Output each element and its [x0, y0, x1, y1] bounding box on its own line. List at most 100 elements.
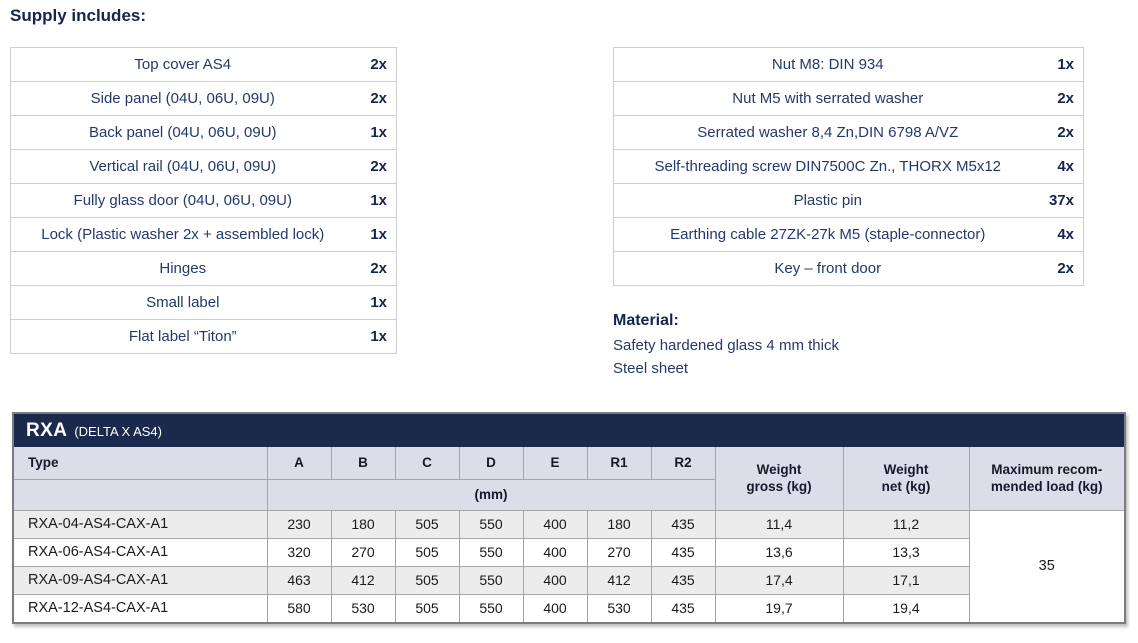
supply-item: Small label [10, 285, 351, 320]
spec-cell-dim: 550 [458, 565, 524, 595]
spec-cell-type: RXA-09-AS4-CAX-A1 [13, 565, 268, 595]
spec-cell-type: RXA-04-AS4-CAX-A1 [13, 509, 268, 539]
supply-item: Fully glass door (04U, 06U, 09U) [10, 183, 351, 218]
spec-cell-dim: 530 [586, 593, 652, 623]
spec-cell-dim: 180 [586, 509, 652, 539]
weight-gross-line1: Weight [756, 462, 802, 478]
supply-item: Key – front door [613, 251, 1038, 286]
spec-cell-dim: 400 [522, 593, 588, 623]
spec-cell-net: 13,3 [842, 537, 970, 567]
material-heading: Material: [613, 312, 679, 329]
supply-qty: 2x [1037, 115, 1084, 150]
supply-item: Hinges [10, 251, 351, 286]
supply-qty: 2x [350, 149, 397, 184]
supply-qty: 1x [350, 183, 397, 218]
spec-col-dim: E [522, 446, 588, 480]
spec-data-row: RXA-04-AS4-CAX-A1 230 180 505 550 400 18… [13, 509, 1125, 623]
spec-cell-dim: 320 [266, 537, 332, 567]
supply-row: Flat label “Titon” 1x [10, 319, 397, 354]
spec-col-type: Type [13, 446, 268, 480]
spec-title-bar: RXA (DELTA X AS4) [14, 414, 1124, 447]
supply-row: Key – front door 2x [613, 251, 1084, 286]
supply-row: Vertical rail (04U, 06U, 09U) 2x [10, 149, 397, 184]
spec-cell-dim: 505 [394, 537, 460, 567]
material-line: Safety hardened glass 4 mm thick [613, 337, 839, 354]
spec-cell-gross: 11,4 [714, 509, 844, 539]
supply-item: Plastic pin [613, 183, 1038, 218]
supply-item: Side panel (04U, 06U, 09U) [10, 81, 351, 116]
supply-row: Nut M5 with serrated washer 2x [613, 81, 1084, 116]
spec-cell-dim: 412 [330, 565, 396, 595]
spec-cell-max-load: 35 [968, 509, 1125, 623]
spec-cell-type: RXA-06-AS4-CAX-A1 [13, 537, 268, 567]
spec-cell-dim: 270 [586, 537, 652, 567]
supply-qty: 1x [350, 285, 397, 320]
spec-subtitle: (DELTA X AS4) [74, 424, 162, 439]
spec-cell-dim: 435 [650, 565, 716, 595]
supply-qty: 1x [1057, 56, 1074, 73]
spec-cell-net: 17,1 [842, 565, 970, 595]
spec-cell-dim: 550 [458, 537, 524, 567]
weight-net-line1: Weight [883, 462, 929, 478]
supply-includes-heading: Supply includes: [10, 6, 147, 25]
spec-cell-dim: 270 [330, 537, 396, 567]
supply-row: Plastic pin 37x [613, 183, 1084, 218]
supply-item: Earthing cable 27ZK-27k M5 (staple-conne… [613, 217, 1038, 252]
supply-row: Back panel (04U, 06U, 09U) 1x [10, 115, 397, 150]
material-line: Steel sheet [613, 360, 689, 377]
spec-cell-type: RXA-12-AS4-CAX-A1 [13, 593, 268, 623]
spec-cell-dim: 505 [394, 565, 460, 595]
spec-col-weight-net: Weight net (kg) [842, 446, 970, 511]
spec-col-dim: D [458, 446, 524, 480]
spec-cell-dim: 463 [266, 565, 332, 595]
spec-col-max-load: Maximum recom- mended load (kg) [968, 446, 1125, 511]
supply-qty: 4x [1037, 217, 1084, 252]
material-block: Material: Safety hardened glass 4 mm thi… [613, 312, 839, 380]
spec-cell-net: 11,2 [842, 509, 970, 539]
spec-cell-gross: 17,4 [714, 565, 844, 595]
supply-row: Lock (Plastic washer 2x + assembled lock… [10, 217, 397, 252]
spec-unit-empty-cell [13, 478, 268, 511]
spec-col-weight-gross: Weight gross (kg) [714, 446, 844, 511]
spec-data-row: RXA-09-AS4-CAX-A1 463 412 505 550 400 41… [13, 565, 1124, 595]
supply-item: Nut M8: DIN 934 [771, 56, 884, 73]
spec-cell-gross: 13,6 [714, 537, 844, 567]
spec-unit-label: (mm) [266, 478, 716, 511]
supply-qty: 2x [350, 81, 397, 116]
supply-item: Self-threading screw DIN7500C Zn., THORX… [613, 149, 1038, 184]
supply-qty: 1x [350, 319, 397, 354]
supply-row: Nut M8: DIN 934 1x [614, 48, 1084, 82]
spec-cell-net: 19,4 [842, 593, 970, 623]
weight-net-line2: net (kg) [881, 479, 931, 495]
spec-cell-dim: 550 [458, 509, 524, 539]
spec-col-dim: A [266, 446, 332, 480]
spec-cell-dim: 435 [650, 509, 716, 539]
supply-qty: 2x [350, 251, 397, 286]
supply-item: Serrated washer 8,4 Zn,DIN 6798 A/VZ [613, 115, 1038, 150]
spec-title: RXA [26, 419, 68, 441]
supply-row: Serrated washer 8,4 Zn,DIN 6798 A/VZ 2x [613, 115, 1084, 150]
supply-qty: 4x [1037, 149, 1084, 184]
spec-cell-dim: 400 [522, 565, 588, 595]
supply-item: Back panel (04U, 06U, 09U) [10, 115, 351, 150]
supply-row: Small label 1x [10, 285, 397, 320]
spec-table: Type A B C D E R1 R2 Weight gross (kg) W… [13, 446, 1125, 623]
spec-cell-gross: 19,7 [714, 593, 844, 623]
spec-cell-dim: 180 [330, 509, 396, 539]
supply-qty: 37x [1037, 183, 1084, 218]
supply-qty: 2x [1037, 251, 1084, 286]
spec-cell-dim: 505 [394, 593, 460, 623]
supply-row: Fully glass door (04U, 06U, 09U) 1x [10, 183, 397, 218]
spec-cell-dim: 435 [650, 593, 716, 623]
supply-row: Top cover AS4 2x [11, 48, 397, 82]
supply-qty: 1x [350, 217, 397, 252]
spec-header-row: Type A B C D E R1 R2 Weight gross (kg) W… [13, 446, 1125, 511]
supply-qty: 2x [1037, 81, 1084, 116]
spec-col-dim: C [394, 446, 460, 480]
supply-item: Top cover AS4 [134, 56, 232, 73]
supply-table-left: Top cover AS4 2x Side panel (04U, 06U, 0… [10, 47, 397, 354]
max-load-line2: mended load (kg) [990, 479, 1103, 495]
supply-row: Earthing cable 27ZK-27k M5 (staple-conne… [613, 217, 1084, 252]
spec-cell-dim: 435 [650, 537, 716, 567]
supply-item: Flat label “Titon” [10, 319, 351, 354]
